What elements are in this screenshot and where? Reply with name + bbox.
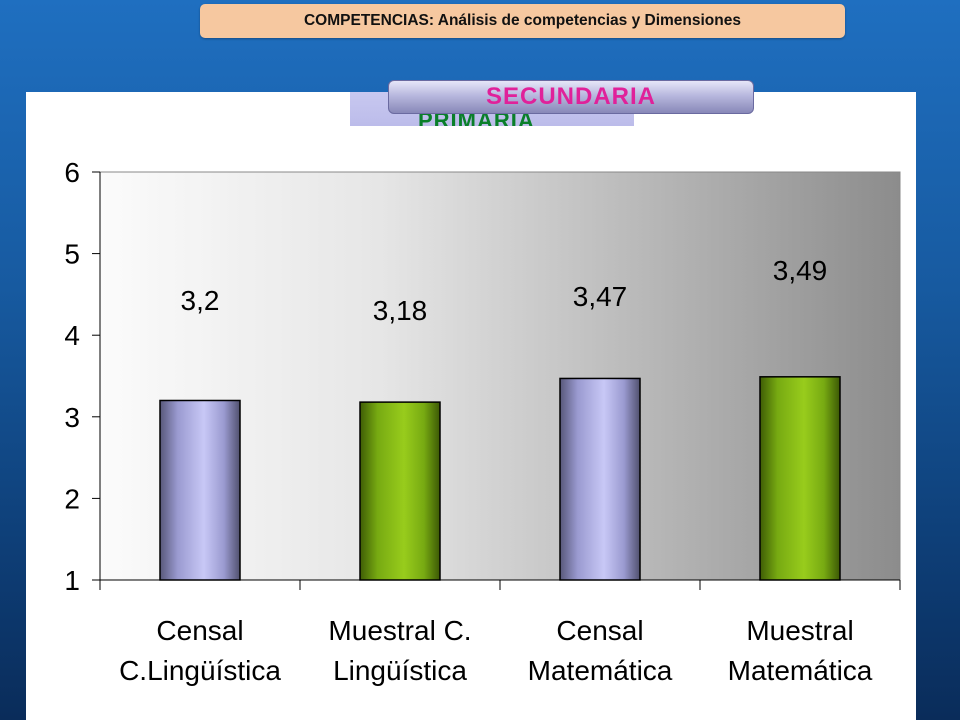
tab-secundaria-label: SECUNDARIA: [485, 83, 656, 110]
data-label: 3,47: [573, 281, 628, 312]
category-label: Matemática: [528, 655, 673, 686]
header-title-bold: COMPETENCIAS:: [303, 12, 435, 29]
category-label: Censal: [156, 615, 243, 646]
y-tick-label: 1: [64, 565, 80, 596]
y-tick-label: 3: [64, 402, 80, 433]
y-tick-label: 2: [64, 483, 80, 514]
y-tick-label: 4: [64, 320, 80, 351]
category-label: C.Lingüística: [119, 655, 281, 686]
data-label: 3,2: [181, 285, 220, 316]
category-label: Matemática: [728, 655, 873, 686]
category-label: Censal: [556, 615, 643, 646]
header-title-rest: Análisis de competencias y Dimensiones: [434, 12, 741, 29]
category-label: Muestral: [746, 615, 853, 646]
data-label: 3,49: [773, 255, 828, 286]
header-banner: COMPETENCIAS: Análisis de competencias y…: [200, 4, 845, 38]
tab-secundaria[interactable]: SECUNDARIA: [388, 80, 754, 114]
bar: [359, 401, 441, 581]
bar: [759, 376, 841, 581]
category-label: Muestral C.: [328, 615, 471, 646]
y-tick-label: 6: [64, 157, 80, 188]
bar: [159, 399, 241, 581]
y-tick-label: 5: [64, 239, 80, 270]
category-label: Lingüística: [333, 655, 467, 686]
data-label: 3,18: [373, 295, 428, 326]
bar: [559, 377, 641, 581]
